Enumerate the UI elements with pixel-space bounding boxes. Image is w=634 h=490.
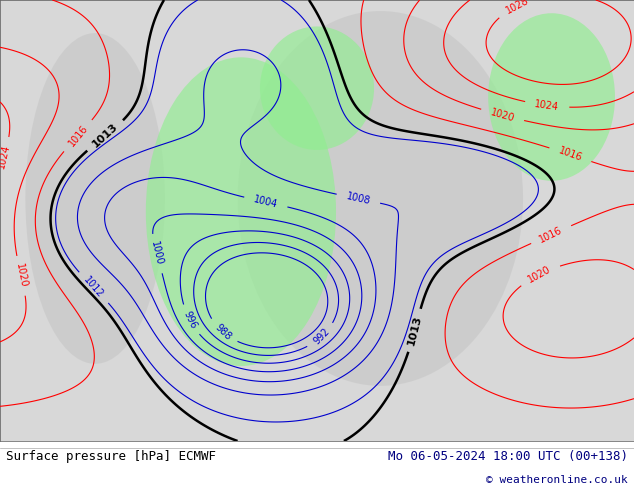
Ellipse shape [260,26,374,150]
Ellipse shape [146,57,336,366]
Text: 1016: 1016 [557,146,584,164]
Ellipse shape [488,13,615,181]
Text: © weatheronline.co.uk: © weatheronline.co.uk [486,475,628,485]
Text: 1016: 1016 [67,123,89,148]
Text: 1000: 1000 [150,241,165,267]
Text: 1013: 1013 [91,122,120,150]
Text: Mo 06-05-2024 18:00 UTC (00+138): Mo 06-05-2024 18:00 UTC (00+138) [387,450,628,463]
Text: 1008: 1008 [346,191,372,206]
Text: 996: 996 [181,310,198,330]
Ellipse shape [238,11,523,386]
Text: 992: 992 [312,326,332,346]
Text: Surface pressure [hPa] ECMWF: Surface pressure [hPa] ECMWF [6,450,216,463]
Text: 1020: 1020 [489,107,515,123]
Text: 1024: 1024 [0,144,12,170]
Text: 1020: 1020 [14,263,29,289]
Text: 1028: 1028 [504,0,531,16]
Ellipse shape [25,33,165,364]
Text: 1004: 1004 [253,194,279,210]
Text: 1013: 1013 [406,314,424,346]
Text: 1012: 1012 [82,275,106,300]
Text: 1024: 1024 [534,99,560,112]
Text: 1016: 1016 [538,224,564,245]
Text: 1020: 1020 [526,264,553,285]
Text: 988: 988 [212,322,233,342]
